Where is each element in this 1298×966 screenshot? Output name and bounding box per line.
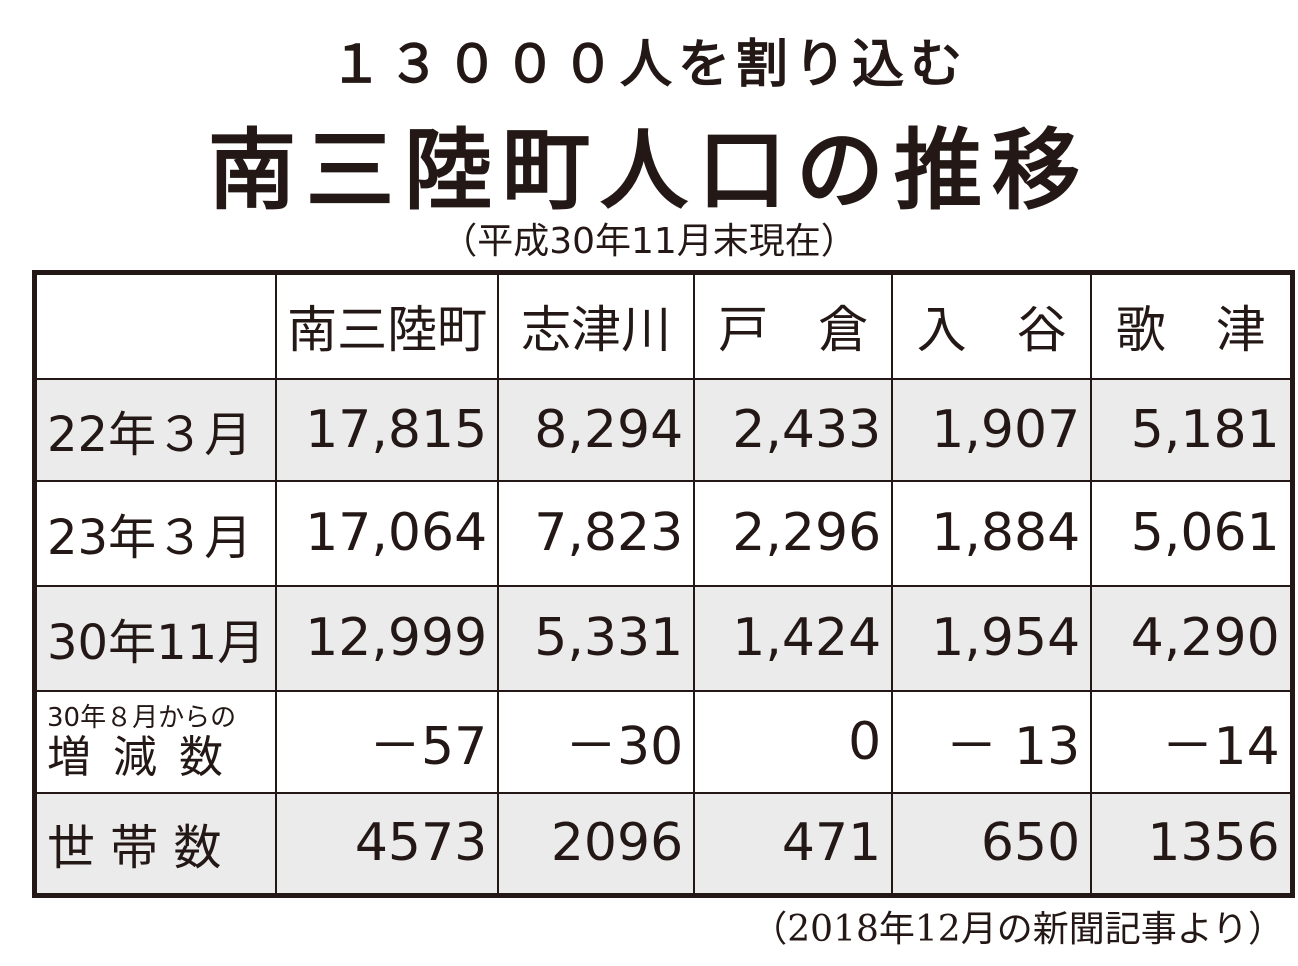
value-cell: －57 (275, 689, 500, 794)
value-cell: 17,064 (275, 479, 500, 587)
value-cell: 1,424 (693, 584, 894, 692)
value-cell: － 13 (891, 689, 1093, 794)
source-note: （2018年12月の新聞記事より） (751, 909, 1284, 950)
value-cell: 7,823 (497, 479, 696, 587)
data-row: 22年３月 17,815 8,294 2,433 1,907 5,181 (33, 377, 1294, 482)
title: 南三陸町人口の推移 (207, 119, 1090, 222)
value-cell: 0 (693, 689, 894, 794)
value-cell: 1,884 (891, 479, 1093, 587)
value-cell: 2096 (497, 791, 696, 897)
value-cell: 12,999 (275, 584, 500, 692)
data-row: 30年８月からの増 減 数－57 －30 0 － 13 －14 (33, 689, 1294, 794)
row-label: 30年８月からの増 減 数 (33, 689, 278, 794)
supertitle: １３０００人を割り込む (329, 35, 968, 95)
value-cell: 2,296 (693, 479, 894, 587)
value-cell: 471 (693, 791, 894, 897)
row-label-line: 増 減 数 (47, 731, 227, 783)
column-header: 歌 津 (1090, 271, 1294, 380)
value-cell: 8,294 (497, 377, 696, 482)
column-header: 入 谷 (891, 271, 1093, 380)
data-row: 世 帯 数 4573 2096 471 650 1356 (33, 791, 1294, 897)
value-cell: 5,331 (497, 584, 696, 692)
row-label-line: 30年８月からの (47, 702, 237, 733)
value-cell: 1,907 (891, 377, 1093, 482)
subtitle: （平成30年11月末現在） (441, 221, 857, 262)
column-header: 志津川 (497, 271, 696, 380)
column-header: 戸 倉 (693, 271, 894, 380)
value-cell: 2,433 (693, 377, 894, 482)
value-cell: 1,954 (891, 584, 1093, 692)
data-row: 30年11月 12,999 5,331 1,424 1,954 4,290 (33, 584, 1294, 692)
data-row: 23年３月 17,064 7,823 2,296 1,884 5,061 (33, 479, 1294, 587)
value-cell: 4,290 (1090, 584, 1294, 692)
row-label: 世 帯 数 (33, 791, 278, 897)
value-cell: 650 (891, 791, 1093, 897)
row-label: 30年11月 (33, 584, 278, 692)
value-cell: 5,061 (1090, 479, 1294, 587)
value-cell: 5,181 (1090, 377, 1294, 482)
header-row: 南三陸町 志津川戸 倉入 谷歌 津 (33, 271, 1294, 380)
value-cell: 17,815 (275, 377, 500, 482)
value-cell: －14 (1090, 689, 1294, 794)
value-cell: 4573 (275, 791, 500, 897)
value-cell: 1356 (1090, 791, 1294, 897)
row-label: 23年３月 (33, 479, 278, 587)
population-table: 南三陸町 志津川戸 倉入 谷歌 津 22年３月 17,815 8,294 2,433 1,9… (32, 270, 1295, 898)
column-header: 南三陸町 (275, 271, 500, 380)
row-label: 22年３月 (33, 377, 278, 482)
value-cell: －30 (497, 689, 696, 794)
corner-cell (33, 271, 278, 380)
